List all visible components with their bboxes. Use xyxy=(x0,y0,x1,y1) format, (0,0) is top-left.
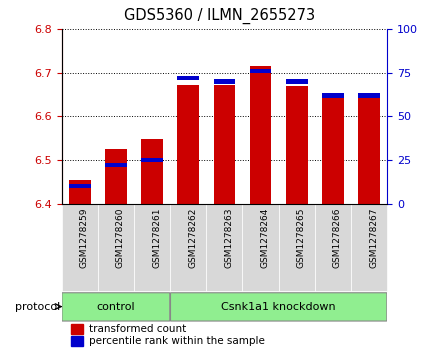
Bar xyxy=(213,85,235,204)
Text: GSM1278265: GSM1278265 xyxy=(297,208,306,269)
Text: GSM1278260: GSM1278260 xyxy=(116,208,125,269)
Text: GSM1278266: GSM1278266 xyxy=(333,208,342,269)
Bar xyxy=(286,79,308,83)
Bar xyxy=(177,76,199,80)
Bar xyxy=(242,204,279,291)
Bar xyxy=(141,158,163,162)
Bar xyxy=(351,204,387,291)
Bar xyxy=(69,180,91,204)
Bar xyxy=(62,204,98,291)
Bar xyxy=(315,204,351,291)
Text: GSM1278261: GSM1278261 xyxy=(152,208,161,269)
Bar xyxy=(71,324,83,334)
Bar xyxy=(250,69,271,73)
Bar xyxy=(170,204,206,291)
Bar xyxy=(69,184,91,188)
Bar xyxy=(134,204,170,291)
Bar xyxy=(177,85,199,204)
Bar xyxy=(98,204,134,291)
Bar xyxy=(206,204,242,291)
Bar xyxy=(322,97,344,204)
Text: protocol: protocol xyxy=(15,302,60,311)
Bar xyxy=(358,93,380,98)
Text: percentile rank within the sample: percentile rank within the sample xyxy=(89,337,265,346)
Bar xyxy=(286,86,308,204)
Text: GDS5360 / ILMN_2655273: GDS5360 / ILMN_2655273 xyxy=(125,7,315,24)
Bar xyxy=(250,66,271,204)
FancyBboxPatch shape xyxy=(170,293,387,321)
Text: GSM1278264: GSM1278264 xyxy=(260,208,270,268)
FancyBboxPatch shape xyxy=(62,293,170,321)
Text: transformed count: transformed count xyxy=(89,324,187,334)
Bar xyxy=(105,149,127,204)
Text: GSM1278259: GSM1278259 xyxy=(80,208,89,269)
Bar xyxy=(105,163,127,167)
Text: GSM1278267: GSM1278267 xyxy=(369,208,378,269)
Text: control: control xyxy=(96,302,135,311)
Bar xyxy=(141,139,163,204)
Bar xyxy=(358,97,380,204)
Bar xyxy=(279,204,315,291)
Text: GSM1278263: GSM1278263 xyxy=(224,208,233,269)
Bar xyxy=(322,93,344,98)
Bar xyxy=(213,79,235,83)
Bar xyxy=(71,337,83,346)
Text: GSM1278262: GSM1278262 xyxy=(188,208,197,268)
Text: Csnk1a1 knockdown: Csnk1a1 knockdown xyxy=(221,302,336,311)
